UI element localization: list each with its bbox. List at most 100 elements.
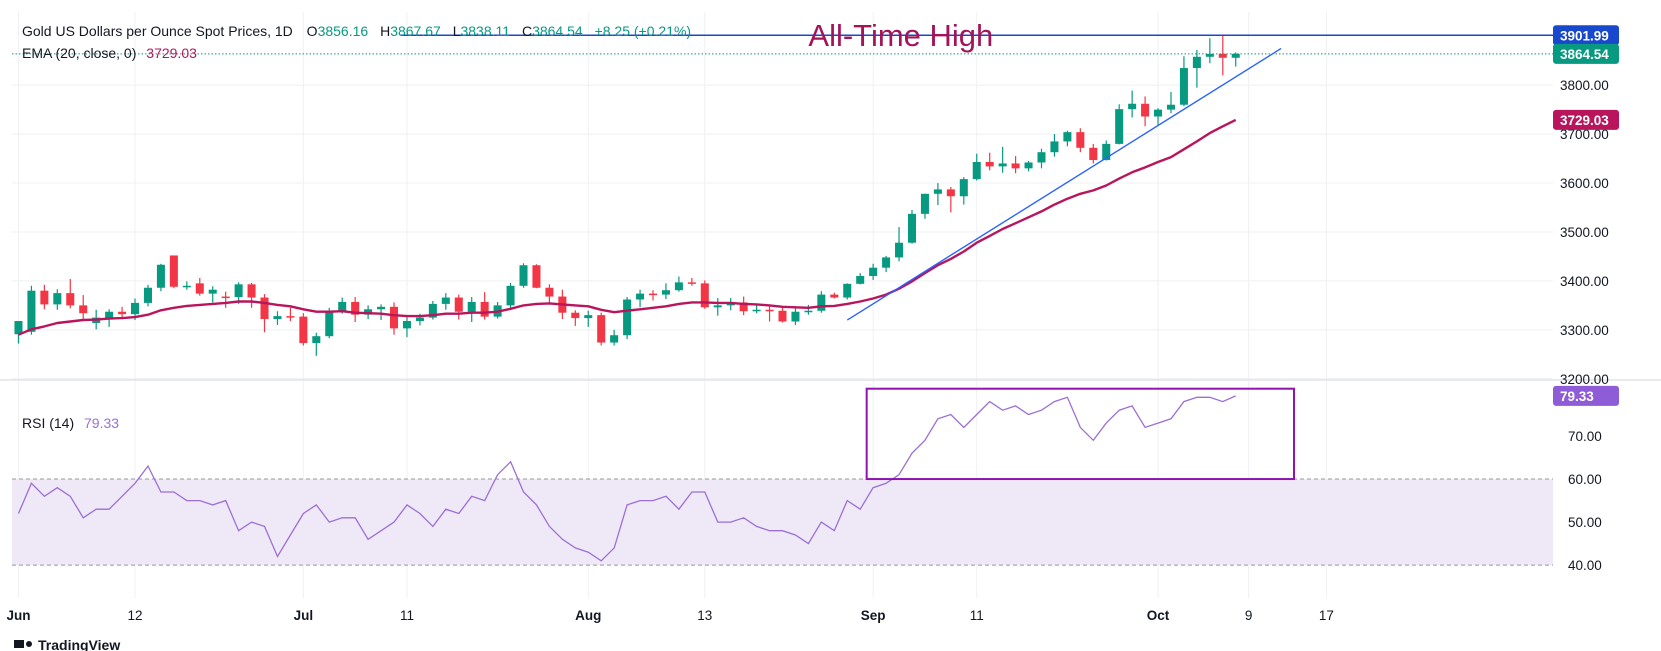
candle[interactable]: [882, 255, 891, 273]
candle[interactable]: [1011, 156, 1020, 174]
candle[interactable]: [14, 321, 23, 344]
candle[interactable]: [713, 298, 722, 316]
candle[interactable]: [959, 177, 968, 205]
candle[interactable]: [402, 316, 411, 338]
candle[interactable]: [182, 281, 191, 290]
candle[interactable]: [869, 263, 878, 280]
candle[interactable]: [946, 186, 955, 213]
candle[interactable]: [830, 292, 839, 299]
candle[interactable]: [920, 193, 929, 219]
legend-close-label: C: [522, 23, 532, 39]
candle[interactable]: [299, 313, 308, 346]
candle[interactable]: [351, 297, 360, 323]
candle-body: [1192, 56, 1201, 69]
candle[interactable]: [933, 183, 942, 206]
candle[interactable]: [467, 297, 476, 323]
candle[interactable]: [661, 283, 670, 300]
candle-body: [571, 312, 580, 319]
candle[interactable]: [610, 329, 619, 346]
candle[interactable]: [389, 302, 399, 335]
candle[interactable]: [208, 286, 217, 303]
candles: [14, 35, 1240, 356]
candle[interactable]: [1231, 52, 1240, 67]
candle[interactable]: [907, 209, 917, 244]
candle[interactable]: [441, 293, 450, 310]
candle[interactable]: [648, 290, 658, 301]
candle[interactable]: [273, 311, 282, 325]
candle[interactable]: [778, 307, 787, 323]
candle[interactable]: [700, 280, 709, 309]
legend-ema[interactable]: EMA (20, close, 0) 3729.03: [22, 45, 197, 61]
candle[interactable]: [1154, 108, 1163, 126]
candle[interactable]: [27, 285, 36, 335]
candle-body: [1179, 68, 1188, 105]
candle[interactable]: [1115, 104, 1124, 145]
candle[interactable]: [1205, 38, 1214, 64]
candle[interactable]: [687, 277, 696, 286]
candle[interactable]: [532, 264, 541, 289]
candle-body: [1218, 53, 1227, 58]
candle[interactable]: [312, 332, 321, 356]
candle[interactable]: [260, 294, 269, 333]
candle[interactable]: [1192, 49, 1201, 88]
candle[interactable]: [1063, 130, 1072, 147]
candle[interactable]: [998, 146, 1007, 173]
candle[interactable]: [739, 296, 748, 316]
candle[interactable]: [545, 284, 554, 304]
candle[interactable]: [1179, 56, 1188, 107]
candle[interactable]: [40, 284, 49, 310]
candle[interactable]: [895, 227, 904, 262]
candle[interactable]: [752, 305, 761, 314]
candle[interactable]: [1218, 35, 1227, 76]
candle[interactable]: [1128, 90, 1137, 118]
candle[interactable]: [454, 294, 463, 320]
candle[interactable]: [1050, 134, 1059, 157]
candle[interactable]: [169, 255, 178, 289]
candle[interactable]: [985, 152, 994, 171]
candle[interactable]: [856, 273, 865, 285]
rsi-highlight-box[interactable]: [865, 387, 1296, 481]
candle[interactable]: [636, 289, 645, 308]
legend-ohlc[interactable]: Gold US Dollars per Ounce Spot Prices, 1…: [22, 23, 691, 39]
candle[interactable]: [247, 282, 256, 308]
candle[interactable]: [66, 278, 75, 309]
candle[interactable]: [623, 297, 632, 340]
candle[interactable]: [843, 283, 852, 300]
legend-rsi[interactable]: RSI (14) 79.33: [22, 415, 119, 431]
candle[interactable]: [195, 277, 204, 296]
candle[interactable]: [506, 282, 515, 309]
candle-body: [428, 303, 437, 318]
candle[interactable]: [765, 305, 774, 322]
candle[interactable]: [221, 291, 230, 308]
candle[interactable]: [1089, 143, 1098, 164]
candle[interactable]: [584, 310, 593, 327]
candle[interactable]: [1076, 128, 1085, 153]
candle[interactable]: [817, 291, 826, 313]
candle[interactable]: [79, 295, 88, 321]
candle-body: [791, 311, 800, 322]
candle[interactable]: [571, 310, 580, 326]
all-time-high-label: All-Time High: [808, 18, 993, 53]
candle[interactable]: [53, 289, 62, 310]
candle[interactable]: [156, 263, 165, 292]
candle-body: [519, 265, 528, 286]
candle[interactable]: [377, 304, 386, 321]
candle[interactable]: [480, 292, 489, 320]
candle[interactable]: [143, 284, 152, 307]
legend-close-value: 3864.54: [532, 23, 583, 39]
candle[interactable]: [519, 263, 528, 288]
candle[interactable]: [597, 312, 606, 346]
candle[interactable]: [804, 304, 813, 315]
candle[interactable]: [972, 153, 981, 181]
candle-body: [856, 276, 865, 284]
candle[interactable]: [428, 300, 437, 320]
candle[interactable]: [1166, 92, 1176, 114]
candle[interactable]: [674, 276, 683, 292]
candle[interactable]: [1024, 161, 1033, 172]
uptrend-line[interactable]: [846, 47, 1282, 321]
candle[interactable]: [286, 307, 295, 322]
candle[interactable]: [1141, 96, 1150, 127]
time-tick-label: Aug: [575, 608, 601, 623]
candle[interactable]: [1037, 148, 1046, 169]
candle[interactable]: [791, 307, 800, 325]
